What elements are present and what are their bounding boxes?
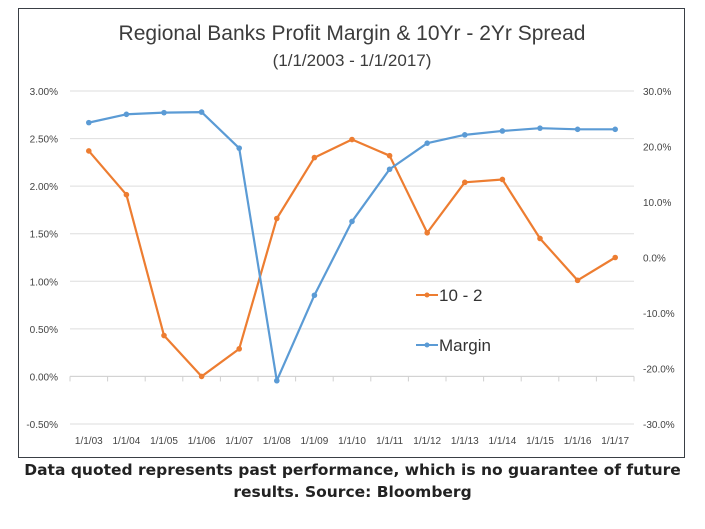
right-axis-tick-label: 20.0% bbox=[643, 143, 671, 154]
data-point bbox=[462, 179, 468, 186]
legend-marker bbox=[424, 292, 430, 298]
left-axis-tick-label: 0.50% bbox=[30, 325, 58, 336]
data-point bbox=[274, 215, 280, 222]
right-axis-tick-label: -10.0% bbox=[643, 309, 675, 320]
data-point bbox=[424, 229, 431, 236]
data-point bbox=[499, 128, 506, 134]
legend-marker bbox=[424, 342, 430, 348]
left-axis-tick-label: 1.00% bbox=[30, 277, 58, 288]
chart-subtitle: (1/1/2003 - 1/1/2017) bbox=[273, 51, 432, 70]
data-point bbox=[236, 145, 242, 151]
left-axis-tick-label: 0.00% bbox=[30, 372, 58, 383]
data-point bbox=[123, 191, 130, 198]
data-point bbox=[123, 111, 130, 118]
x-axis-tick-label: 1/1/07 bbox=[225, 436, 253, 447]
x-axis-tick-label: 1/1/14 bbox=[488, 436, 516, 447]
legend-label: Margin bbox=[439, 336, 491, 355]
right-axis-tick-label: 30.0% bbox=[643, 87, 671, 98]
legend-label: 10 - 2 bbox=[439, 286, 482, 305]
x-axis-tick-label: 1/1/05 bbox=[150, 436, 178, 447]
data-point bbox=[424, 140, 431, 146]
data-point bbox=[499, 176, 506, 183]
data-point bbox=[311, 292, 318, 299]
data-point bbox=[274, 377, 280, 384]
footer-disclaimer: Data quoted represents past performance,… bbox=[24, 461, 681, 501]
x-axis-tick-label: 1/1/11 bbox=[376, 436, 403, 447]
data-point bbox=[574, 277, 581, 284]
data-point bbox=[462, 132, 468, 138]
chart-title: Regional Banks Profit Margin & 10Yr - 2Y… bbox=[119, 22, 586, 45]
data-point bbox=[349, 218, 355, 225]
data-point bbox=[386, 166, 393, 173]
data-point bbox=[349, 136, 355, 143]
x-axis-tick-label: 1/1/08 bbox=[263, 436, 291, 447]
data-point bbox=[537, 125, 543, 131]
data-point bbox=[198, 373, 205, 380]
left-axis-tick-label: 1.50% bbox=[30, 230, 58, 241]
x-axis-tick-label: 1/1/12 bbox=[413, 436, 441, 447]
data-point bbox=[311, 154, 318, 161]
x-axis-tick-label: 1/1/03 bbox=[75, 436, 103, 447]
data-point bbox=[537, 235, 543, 242]
x-axis-tick-label: 1/1/15 bbox=[526, 436, 554, 447]
chart-frame bbox=[18, 8, 685, 458]
data-point bbox=[574, 126, 581, 133]
data-point bbox=[612, 254, 618, 261]
data-point bbox=[161, 332, 167, 339]
left-axis-tick-label: -0.50% bbox=[26, 420, 58, 431]
data-point bbox=[386, 152, 393, 159]
x-axis-tick-label: 1/1/13 bbox=[451, 436, 479, 447]
data-point bbox=[161, 109, 167, 116]
right-axis-tick-label: -30.0% bbox=[643, 420, 675, 431]
data-point bbox=[86, 119, 92, 126]
x-axis-tick-label: 1/1/06 bbox=[188, 436, 216, 447]
left-axis-tick-label: 2.50% bbox=[30, 135, 58, 146]
right-axis-tick-label: -20.0% bbox=[643, 365, 675, 376]
left-axis-tick-label: 3.00% bbox=[30, 87, 58, 98]
x-axis-tick-label: 1/1/04 bbox=[112, 436, 140, 447]
left-axis-tick-label: 2.00% bbox=[30, 182, 58, 193]
data-point bbox=[612, 126, 618, 133]
data-point bbox=[198, 109, 205, 115]
x-axis-tick-label: 1/1/17 bbox=[601, 436, 629, 447]
x-axis-tick-label: 1/1/10 bbox=[338, 436, 366, 447]
right-axis-tick-label: 0.0% bbox=[643, 254, 666, 265]
x-axis-tick-label: 1/1/09 bbox=[300, 436, 328, 447]
data-point bbox=[86, 148, 92, 154]
right-axis-tick-label: 10.0% bbox=[643, 198, 671, 209]
series-line-spread bbox=[87, 138, 616, 378]
data-point bbox=[236, 346, 242, 352]
x-axis-tick-label: 1/1/16 bbox=[564, 436, 592, 447]
